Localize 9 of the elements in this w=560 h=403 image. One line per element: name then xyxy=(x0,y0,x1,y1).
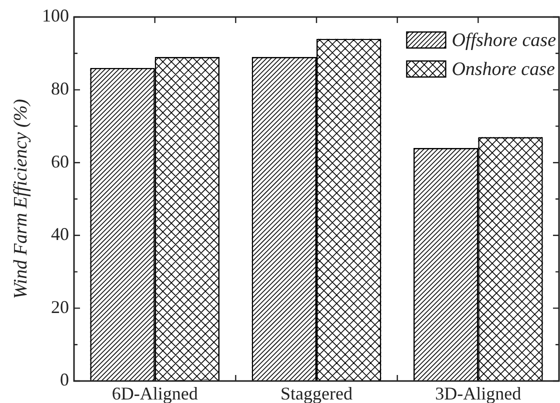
legend-label: Offshore case xyxy=(452,30,556,51)
legend-label: Onshore case xyxy=(452,59,555,80)
y-tick-label: 40 xyxy=(51,224,69,244)
y-tick-label: 100 xyxy=(42,6,69,26)
y-tick-label: 0 xyxy=(60,370,69,390)
y-axis-title: Wind Farm Efficiency (%) xyxy=(10,99,32,299)
y-tick-label: 60 xyxy=(51,151,69,172)
y-tick-label: 80 xyxy=(51,78,69,99)
y-tick-label: 20 xyxy=(51,296,69,317)
